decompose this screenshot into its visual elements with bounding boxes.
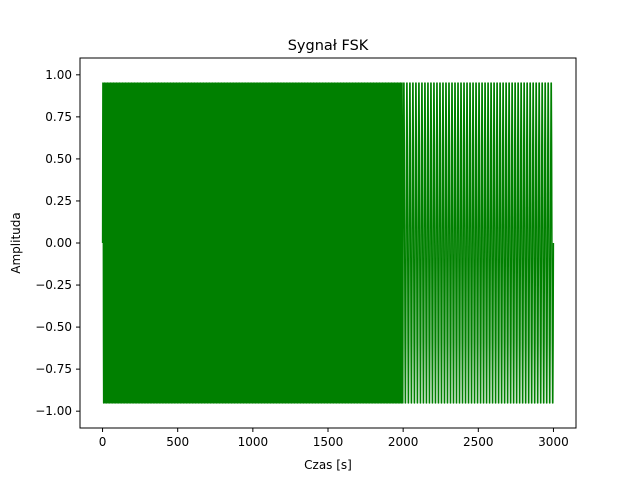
y-tick-label: 0.00 <box>45 236 72 250</box>
y-tick-label: −0.25 <box>35 278 72 292</box>
y-tick-label: −0.50 <box>35 320 72 334</box>
y-axis-ticks: 1.00 0.75 0.50 0.25 0.00 −0.25 −0.50 −0.75 −1.00 <box>35 68 80 418</box>
y-tick-label: 1.00 <box>45 68 72 82</box>
y-axis-label: Amplituda <box>9 212 23 273</box>
y-tick-label: −0.75 <box>35 362 72 376</box>
x-tick-label: 0 <box>99 435 107 449</box>
x-tick-label: 1500 <box>313 435 344 449</box>
x-axis-ticks: 0 500 1000 1500 2000 2500 3000 <box>99 428 569 449</box>
x-tick-label: 1000 <box>238 435 269 449</box>
y-tick-label: 0.25 <box>45 194 72 208</box>
x-tick-label: 500 <box>166 435 189 449</box>
series-line-0 <box>101 82 555 404</box>
x-tick-label: 2000 <box>388 435 419 449</box>
x-axis-label: Czas [s] <box>304 458 352 472</box>
plot-area <box>79 57 577 429</box>
chart-title: Sygnał FSK <box>288 38 369 54</box>
x-tick-label: 2500 <box>463 435 494 449</box>
x-tick-label: 3000 <box>538 435 569 449</box>
y-tick-label: −1.00 <box>35 404 72 418</box>
y-tick-label: 0.50 <box>45 152 72 166</box>
y-tick-label: 0.75 <box>45 110 72 124</box>
